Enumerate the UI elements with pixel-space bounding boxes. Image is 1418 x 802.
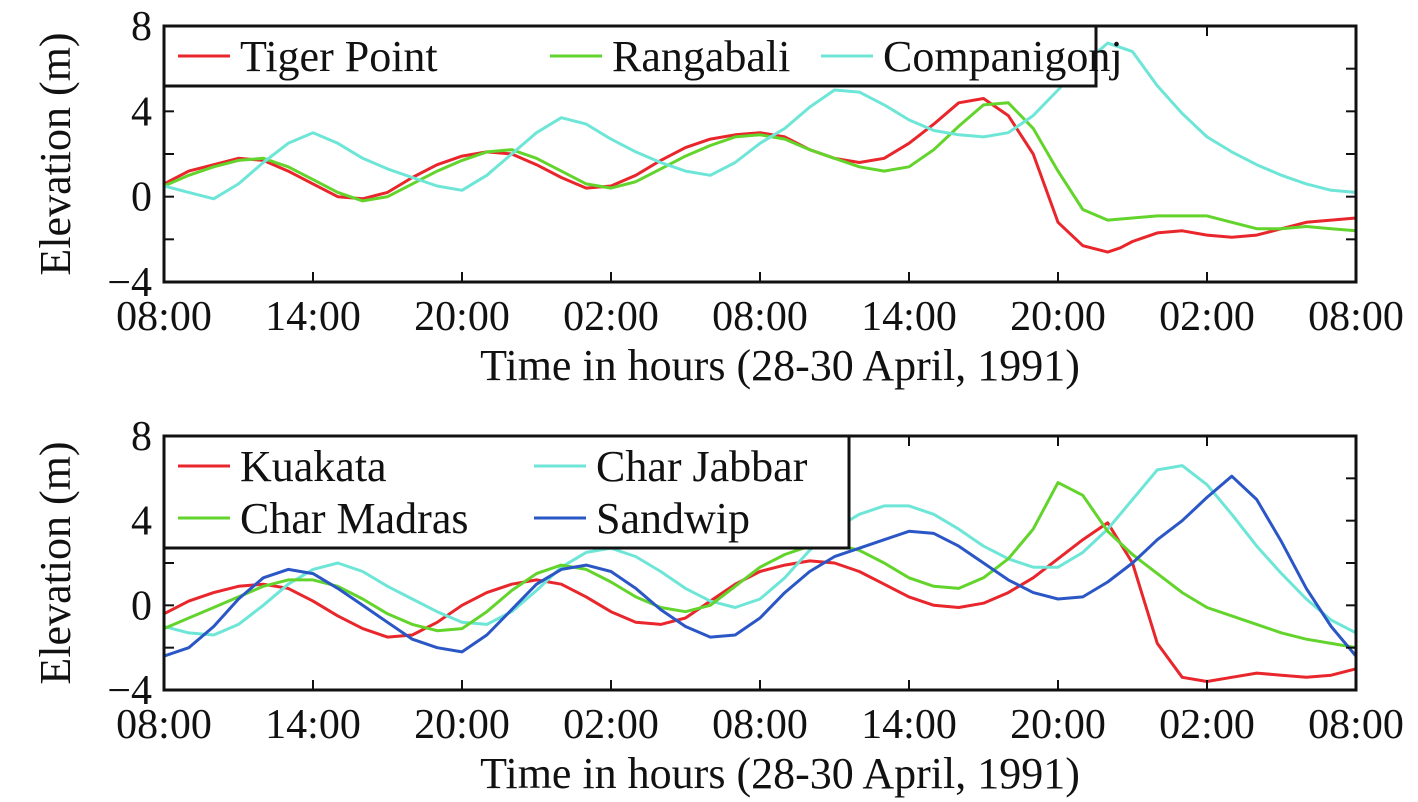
series-group	[164, 41, 1356, 254]
x-tick-label: 02:00	[563, 294, 659, 340]
series-line-companigonj	[164, 41, 1356, 201]
x-tick-label: 08:00	[1308, 702, 1404, 748]
x-tick-label: 14:00	[861, 294, 957, 340]
x-tick-label: 14:00	[265, 702, 361, 748]
y-tick-label: 4	[131, 89, 152, 135]
legend-box	[162, 24, 1098, 88]
series-line-char-madras	[164, 481, 1356, 650]
legend: Kuakata Char Jabbar Char Madras Sandwip	[162, 434, 851, 550]
legend-box	[162, 434, 851, 550]
legend-label: Char Madras	[240, 494, 469, 543]
chart-bottom: 08:00 14:00 20:00 02:00 08:00 14:00 20:00 02:00…	[31, 414, 1404, 798]
x-tick-label: 14:00	[861, 702, 957, 748]
legend-label: Rangabali	[612, 32, 790, 81]
x-tick-label: 20:00	[414, 702, 510, 748]
x-tick-label: 08:00	[712, 702, 808, 748]
x-axis-title: Time in hours (28-30 April, 1991)	[480, 341, 1080, 390]
series-line-rangabali	[164, 101, 1356, 233]
x-tick-label: 02:00	[1159, 702, 1255, 748]
x-tick-label: 14:00	[265, 294, 361, 340]
y-tick-label: 8	[131, 414, 152, 460]
legend-label: Kuakata	[240, 442, 387, 491]
series-line-tiger-point	[164, 97, 1356, 254]
y-axis-title: Elevation (m)	[31, 32, 80, 275]
x-tick-label: 08:00	[712, 294, 808, 340]
y-tick-label: 0	[131, 583, 152, 629]
y-tick-label: −4	[107, 260, 152, 306]
y-tick-label: 4	[131, 499, 152, 545]
series-line-kuakata	[164, 521, 1356, 683]
legend: Tiger Point Rangabali Companigonj	[162, 24, 1123, 88]
x-tick-label: 08:00	[1308, 294, 1404, 340]
x-tick-label: 20:00	[414, 294, 510, 340]
y-tick-label: −4	[107, 668, 152, 714]
x-tick-label: 08:00	[116, 294, 212, 340]
y-tick-label: 8	[131, 4, 152, 50]
x-axis-title: Time in hours (28-30 April, 1991)	[480, 749, 1080, 798]
legend-label: Companigonj	[883, 32, 1123, 81]
series-line-char-jabbar	[164, 464, 1356, 637]
x-tick-label: 02:00	[563, 702, 659, 748]
chart-top: 08:00 14:00 20:00 02:00 08:00 14:00 20:00 02:00…	[31, 4, 1404, 390]
y-axis-title: Elevation (m)	[31, 441, 80, 684]
y-tick-label: 0	[131, 175, 152, 221]
series-group	[164, 464, 1356, 683]
legend-label: Tiger Point	[240, 32, 438, 81]
x-tick-label: 20:00	[1010, 702, 1106, 748]
legend-label: Sandwip	[596, 494, 750, 543]
series-line-sandwip	[164, 474, 1356, 658]
legend-label: Char Jabbar	[596, 442, 808, 491]
x-tick-label: 02:00	[1159, 294, 1255, 340]
x-tick-label: 08:00	[116, 702, 212, 748]
x-tick-label: 20:00	[1010, 294, 1106, 340]
